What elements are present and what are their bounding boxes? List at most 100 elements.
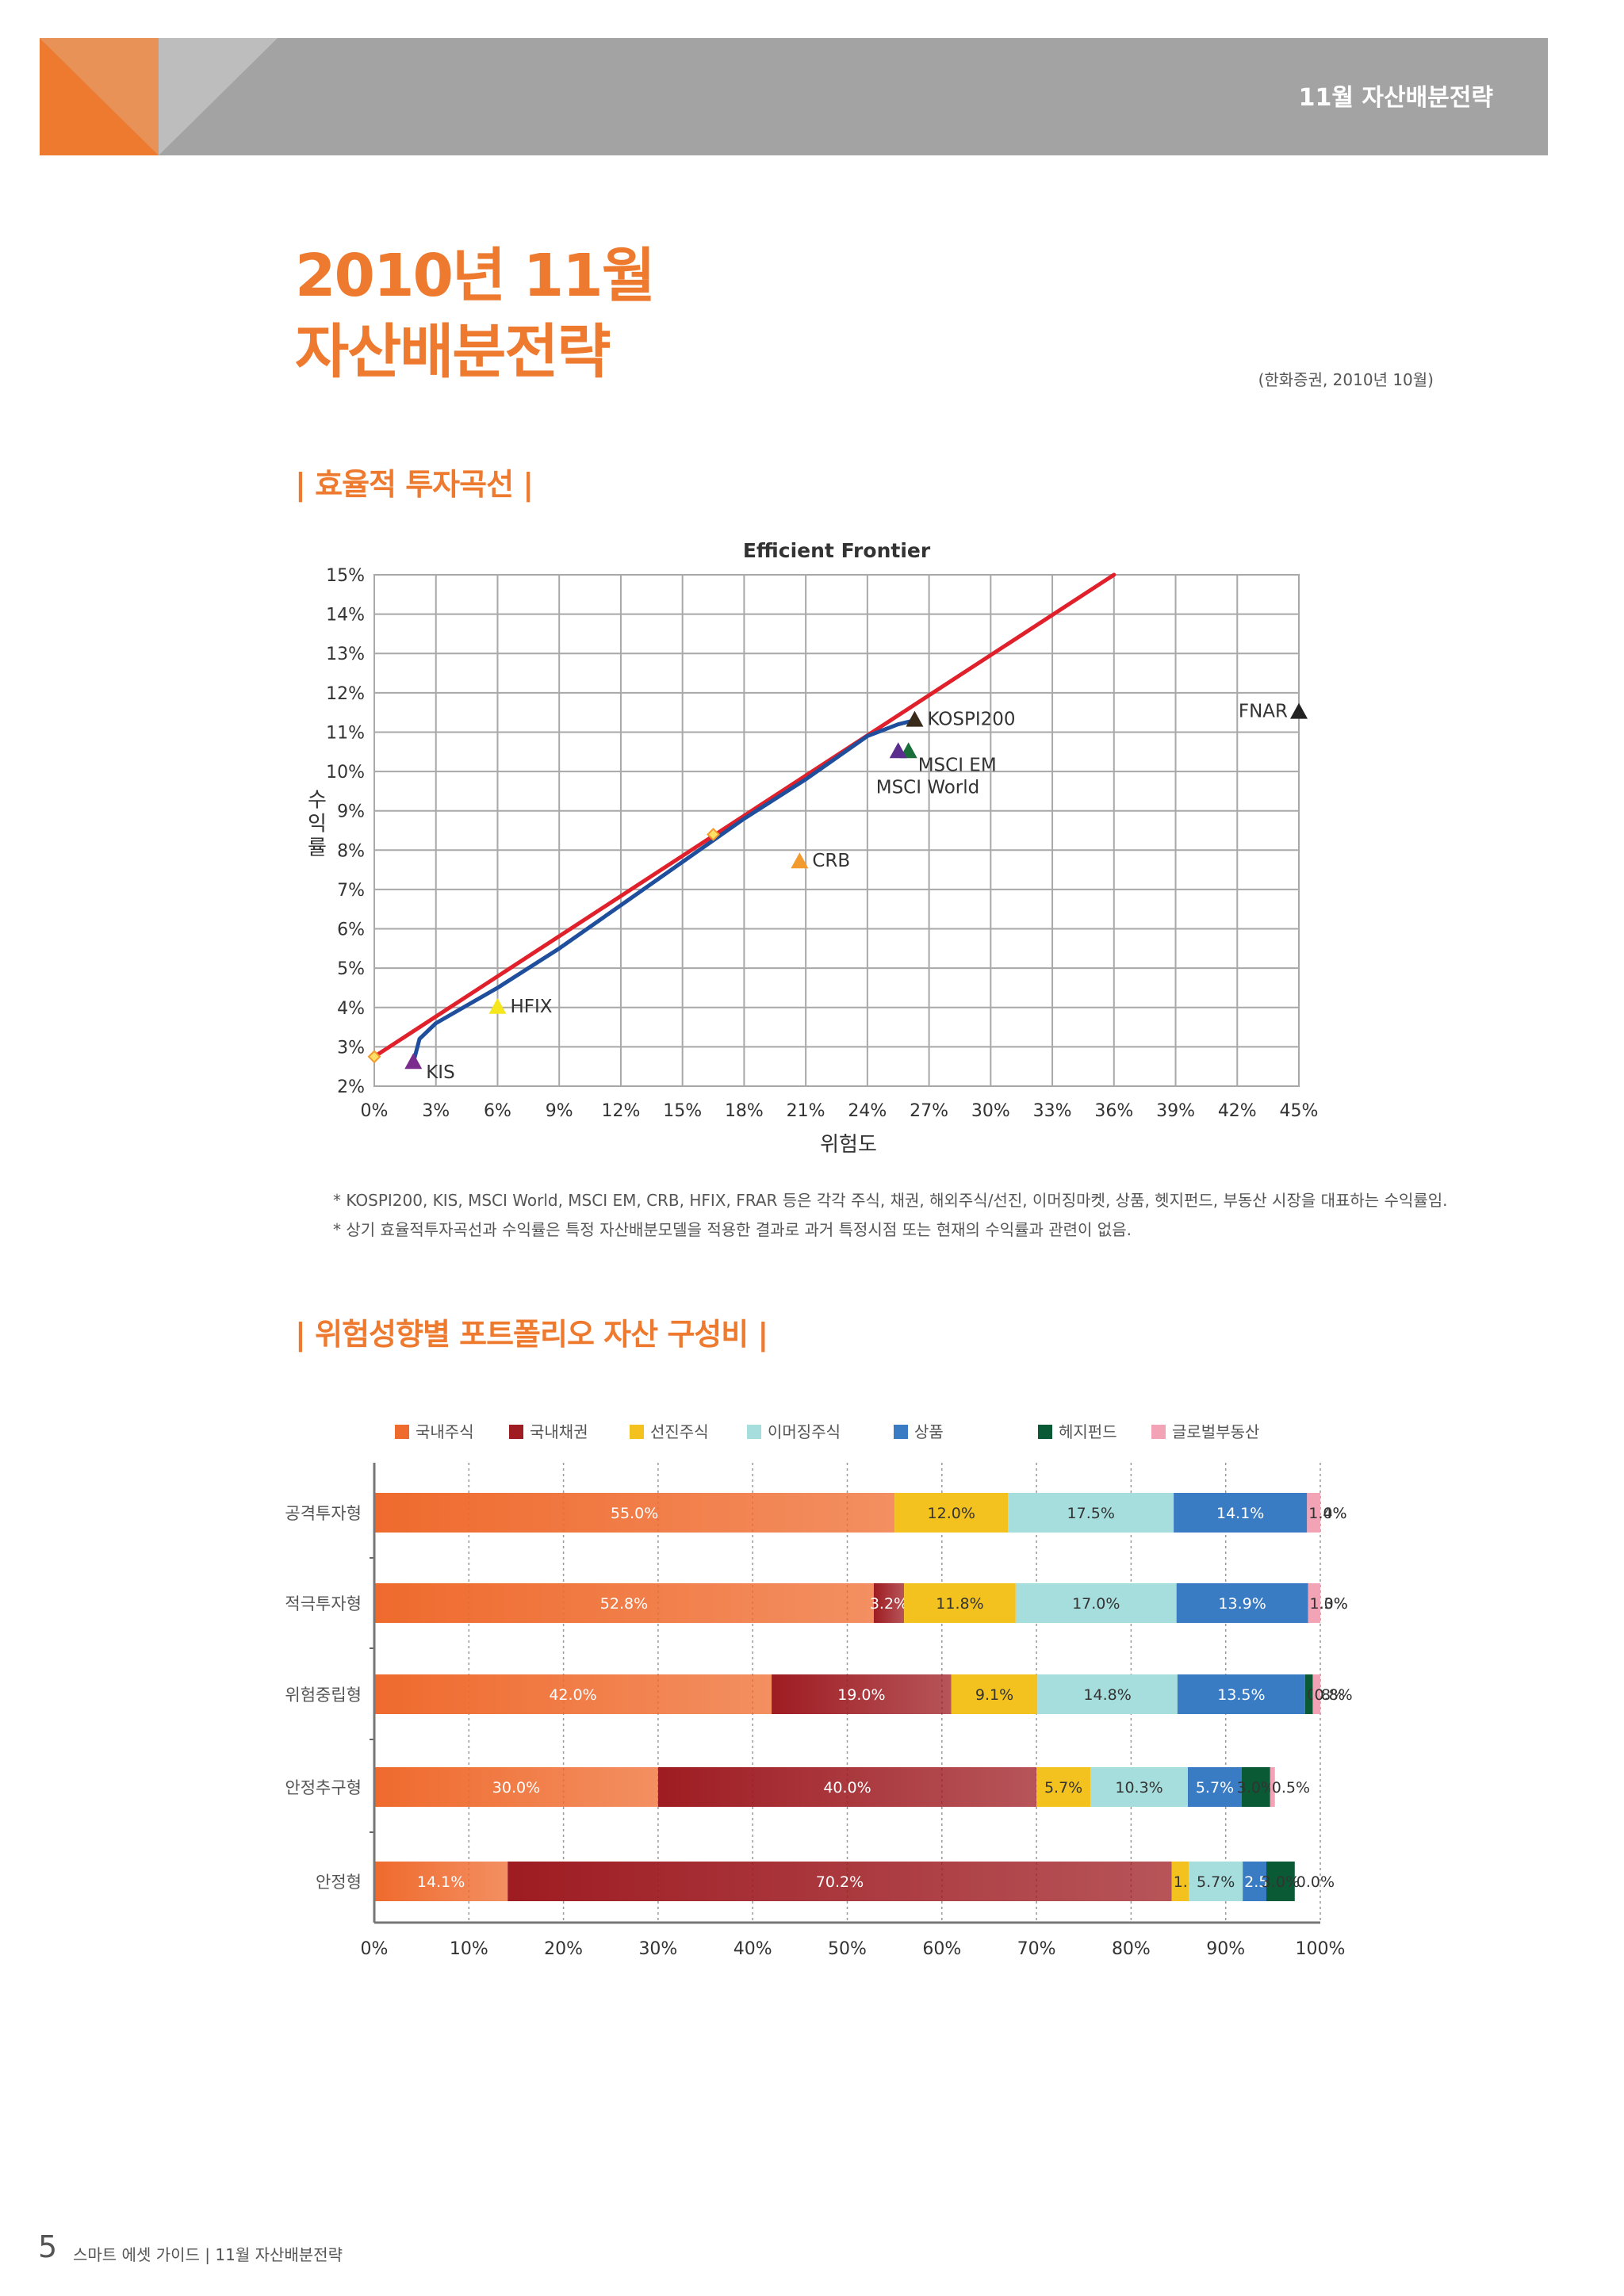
x-tick-label: 27%	[910, 1101, 948, 1121]
point-label: MSCI World	[876, 777, 980, 798]
line-marker	[367, 1050, 381, 1064]
x-tick-label: 42%	[1218, 1101, 1257, 1121]
x-tick-label: 60%	[922, 1939, 961, 1959]
x-tick-label: 30%	[638, 1939, 677, 1959]
point-label: FNAR	[1239, 702, 1288, 722]
x-tick-label: 0%	[361, 1939, 389, 1959]
y-tick-label: 11%	[326, 723, 365, 743]
stacked-bar-segment	[1090, 1767, 1188, 1807]
segment-value-label: 17.5%	[1067, 1505, 1115, 1522]
category-label: 위험중립형	[285, 1686, 362, 1705]
page-title-line1: 2010년 11월	[295, 242, 656, 310]
category-label: 안정형	[316, 1873, 362, 1892]
x-tick-label: 39%	[1156, 1101, 1195, 1121]
stacked-bar-segment	[951, 1674, 1038, 1714]
line-marker	[707, 828, 720, 841]
stacked-bar-segment	[1308, 1583, 1320, 1623]
y-tick-label: 9%	[337, 802, 365, 822]
stacked-bar-segment	[1307, 1493, 1320, 1533]
point-label: KIS	[426, 1062, 454, 1083]
x-tick-label: 6%	[484, 1101, 511, 1121]
x-tick-label: 15%	[663, 1101, 702, 1121]
stacked-bar-segment	[1037, 1674, 1178, 1714]
segment-value-label: 17.0%	[1072, 1595, 1120, 1613]
scatter-point	[404, 1053, 423, 1070]
stacked-bar-segment	[1187, 1767, 1242, 1807]
stacked-bar-segment	[873, 1583, 905, 1623]
stacked-bar-segment	[1177, 1674, 1305, 1714]
x-tick-label: 33%	[1033, 1101, 1072, 1121]
y-tick-label: 4%	[337, 999, 365, 1019]
segment-value-label: 30.0%	[492, 1779, 540, 1797]
segment-value-label: 3.0%	[1262, 1873, 1300, 1891]
stacked-bar-segment	[772, 1674, 952, 1714]
x-tick-label: 18%	[725, 1101, 764, 1121]
stacked-bar-segment	[1243, 1862, 1266, 1901]
scatter-point	[889, 742, 907, 759]
y-tick-label: 2%	[337, 1077, 365, 1097]
segment-value-label: 3.0%	[1237, 1779, 1275, 1797]
scatter-point	[791, 852, 809, 869]
stacked-bar-segment	[1036, 1767, 1091, 1807]
segment-value-label: 5.7%	[1197, 1873, 1235, 1891]
footer-page-number: 5	[38, 2229, 58, 2264]
x-tick-label: 90%	[1206, 1939, 1245, 1959]
stacked-bar-segment	[374, 1862, 508, 1901]
segment-value-label: 1.4%	[1308, 1505, 1346, 1522]
scatter-point	[906, 710, 924, 727]
legend-swatch	[1038, 1425, 1052, 1439]
segment-value-label: 14.8%	[1083, 1686, 1131, 1704]
x-tick-label: 9%	[546, 1101, 573, 1121]
y-tick-label: 6%	[337, 920, 365, 940]
legend-swatch	[395, 1425, 409, 1439]
series-line	[411, 718, 917, 1065]
series-line	[372, 572, 1116, 1059]
header-corner-shapes	[40, 38, 278, 155]
legend-swatch	[630, 1425, 644, 1439]
efficient-frontier-chart: 0% 3% 6% 9% 12% 15% 18% 21% 24% 27% 30% 33% 36% 39% 42…	[308, 539, 1318, 1157]
page-title-line2: 자산배분전략	[295, 318, 611, 386]
category-label: 적극투자형	[285, 1594, 362, 1613]
footer-text: 스마트 에셋 가이드 | 11월 자산배분전략	[73, 2245, 343, 2264]
y-tick-label: 7%	[337, 881, 365, 901]
x-tick-label: 80%	[1112, 1939, 1151, 1959]
footnote-1: * KOSPI200, KIS, MSCI World, MSCI EM, CR…	[333, 1191, 1448, 1210]
segment-value-label: 0.5%	[1272, 1779, 1310, 1797]
segment-value-label: 13.5%	[1217, 1686, 1265, 1704]
legend-label: 선진주식	[650, 1422, 709, 1441]
stacked-bar-segment	[508, 1862, 1172, 1901]
stacked-bar-segment	[374, 1583, 874, 1623]
x-tick-label: 10%	[450, 1939, 488, 1959]
header-bar	[40, 38, 1548, 155]
y-tick-label: 12%	[326, 684, 365, 704]
stacked-bar-segment	[1241, 1767, 1270, 1807]
stacked-bar-segment	[1270, 1767, 1275, 1807]
legend-label: 헤지펀드	[1059, 1422, 1117, 1441]
y-tick-label: 3%	[337, 1038, 365, 1058]
point-label: MSCI EM	[918, 755, 997, 775]
y-tick-label: 8%	[337, 841, 365, 861]
segment-value-label: 70.2%	[816, 1873, 864, 1891]
segment-value-label: 5.7%	[1044, 1779, 1082, 1797]
segment-value-label: 19.0%	[837, 1686, 885, 1704]
segment-value-label: 0.0%	[1297, 1873, 1335, 1891]
y-tick-label: 13%	[326, 645, 365, 664]
point-label: KOSPI200	[927, 710, 1015, 730]
stacked-bar-segment	[1189, 1862, 1243, 1901]
legend-label: 상품	[914, 1422, 944, 1441]
stacked-bar-segment	[1008, 1493, 1174, 1533]
x-tick-label: 12%	[601, 1101, 640, 1121]
category-label: 안정추구형	[285, 1778, 362, 1797]
scatter-point	[488, 997, 507, 1014]
page-title: 2010년 11월 자산배분전략	[295, 238, 656, 390]
header-title: 11월 자산배분전략	[1298, 84, 1493, 112]
y-tick-label: 5%	[337, 959, 365, 979]
x-tick-label: 100%	[1296, 1939, 1346, 1959]
segment-value-label: 55.0%	[611, 1505, 658, 1522]
section-title-efficient-frontier: | 효율적 투자곡선 |	[295, 467, 534, 502]
stacked-bar-segment	[1176, 1583, 1308, 1623]
point-label: CRB	[812, 851, 850, 871]
stacked-bar-segment	[1015, 1583, 1177, 1623]
